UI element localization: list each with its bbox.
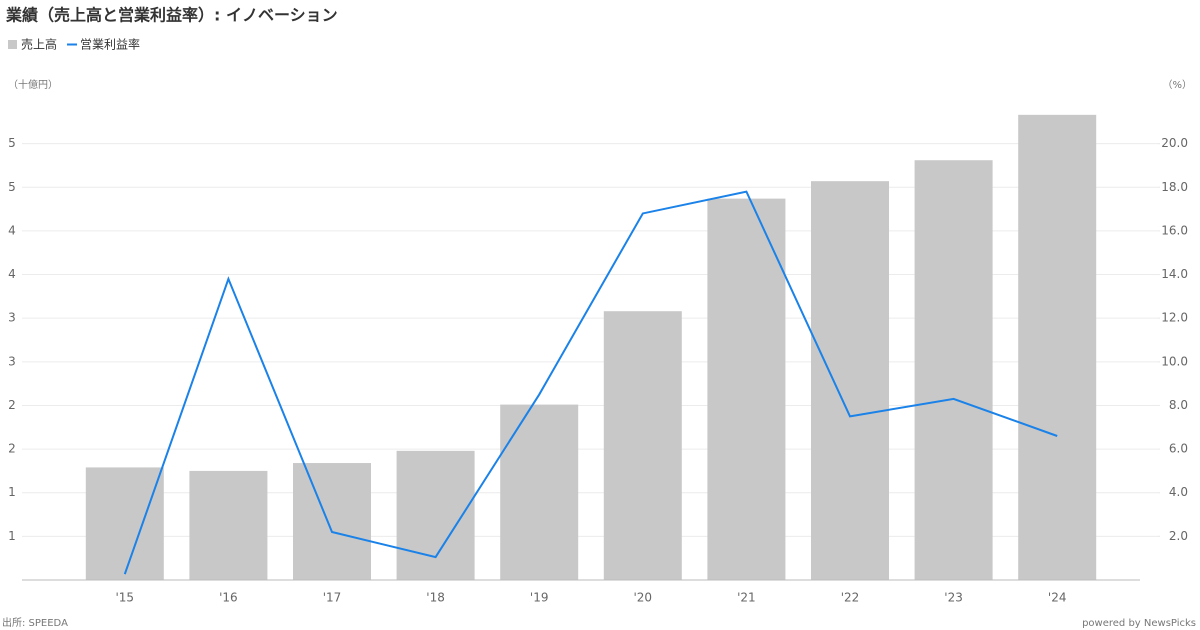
bar <box>603 311 682 580</box>
y2-tick-label: 20.0 <box>1161 136 1188 150</box>
bar <box>293 463 371 580</box>
y2-tick-label: 6.0 <box>1169 442 1188 456</box>
legend-swatch <box>8 40 17 49</box>
bar <box>707 198 786 581</box>
y2-unit: （%） <box>1162 79 1192 91</box>
y2-tick-label: 14.0 <box>1161 267 1188 281</box>
x-tick-label: '18 <box>426 591 445 605</box>
y2-tick-label: 4.0 <box>1169 485 1188 499</box>
chart-title: 業績（売上高と営業利益率）: イノベーション <box>5 6 338 25</box>
y-tick-label: 4 <box>8 223 16 237</box>
bar <box>914 160 993 580</box>
y2-tick-label: 2.0 <box>1169 529 1188 543</box>
y-tick-label: 2 <box>8 398 16 412</box>
y2-tick-label: 8.0 <box>1169 398 1188 412</box>
bar <box>811 181 889 580</box>
y-tick-label: 5 <box>8 180 16 194</box>
bar <box>85 467 164 580</box>
x-tick-label: '21 <box>737 591 756 605</box>
y-unit: （十億円） <box>8 78 58 91</box>
legend-label: 売上高 <box>21 37 57 52</box>
bar <box>500 404 579 580</box>
credit: powered by NewsPicks <box>1082 618 1196 629</box>
y-tick-label: 2 <box>8 442 16 456</box>
y-tick-label: 5 <box>8 136 16 150</box>
y2-tick-label: 18.0 <box>1161 180 1188 194</box>
y-tick-label: 1 <box>8 529 16 543</box>
y-tick-label: 3 <box>8 311 16 325</box>
x-tick-label: '16 <box>219 591 238 605</box>
y2-tick-label: 12.0 <box>1161 311 1188 325</box>
x-tick-label: '20 <box>634 591 653 605</box>
y-tick-label: 4 <box>8 267 16 281</box>
y2-tick-label: 16.0 <box>1161 223 1188 237</box>
bar <box>1018 114 1097 580</box>
x-tick-label: '23 <box>944 591 963 605</box>
line <box>123 190 1058 575</box>
x-tick-label: '19 <box>530 591 549 605</box>
x-tick-label: '24 <box>1048 591 1067 605</box>
bar <box>189 470 268 580</box>
x-tick-label: '17 <box>323 591 342 605</box>
x-tick-label: '15 <box>116 591 135 605</box>
y2-tick-label: 10.0 <box>1161 354 1188 368</box>
legend-label: 営業利益率 <box>80 37 140 52</box>
y-tick-label: 3 <box>8 354 16 368</box>
source: 出所: SPEEDA <box>2 616 68 629</box>
y-tick-label: 1 <box>8 485 16 499</box>
x-tick-label: '22 <box>841 591 860 605</box>
